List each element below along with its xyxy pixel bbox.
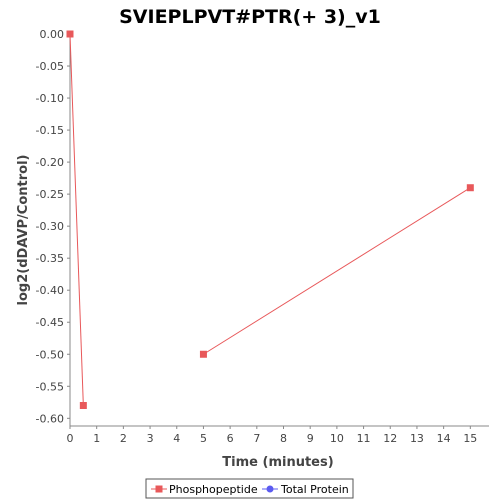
series-layer xyxy=(66,30,474,410)
y-tick-label: -0.40 xyxy=(36,284,64,297)
y-tick-label: -0.05 xyxy=(36,60,64,73)
legend-total-protein: Total Protein xyxy=(280,483,349,496)
x-tick-label: 14 xyxy=(437,432,451,445)
x-tick-label: 2 xyxy=(120,432,127,445)
legend-phosphopeptide: Phosphopeptide xyxy=(169,483,258,496)
y-tick-label: -0.45 xyxy=(36,316,64,329)
x-tick-label: 7 xyxy=(253,432,260,445)
y-tick-label: -0.10 xyxy=(36,92,64,105)
x-tick-label: 11 xyxy=(357,432,371,445)
legend-total-marker xyxy=(266,485,274,493)
x-tick-label: 0 xyxy=(67,432,74,445)
x-tick-label: 13 xyxy=(410,432,424,445)
x-tick-label: 8 xyxy=(280,432,287,445)
x-tick-label: 5 xyxy=(200,432,207,445)
data-point xyxy=(66,30,74,38)
x-tick-label: 3 xyxy=(147,432,154,445)
y-tick-label: -0.55 xyxy=(36,380,64,393)
y-tick-label: -0.15 xyxy=(36,124,64,137)
data-point xyxy=(466,184,474,192)
y-tick-label: -0.60 xyxy=(36,412,64,425)
y-axis-label: log2(dDAVP/Control) xyxy=(16,155,31,306)
x-axis: 0 1 2 3 4 5 6 7 8 9 10 11 12 13 14 15 xyxy=(67,425,489,445)
plot-area xyxy=(70,34,489,426)
x-tick-label: 15 xyxy=(463,432,477,445)
series-line xyxy=(203,187,471,355)
y-tick-label: 0.00 xyxy=(40,28,65,41)
y-tick-label: -0.20 xyxy=(36,156,64,169)
data-point xyxy=(79,402,87,410)
y-tick-label: -0.30 xyxy=(36,220,64,233)
x-tick-label: 4 xyxy=(173,432,180,445)
x-tick-label: 9 xyxy=(307,432,314,445)
data-point xyxy=(199,350,207,358)
chart-title: SVIEPLPVT#PTR(+ 3)_v1 xyxy=(119,6,381,28)
x-tick-label: 6 xyxy=(227,432,234,445)
x-axis-label: Time (minutes) xyxy=(222,455,333,470)
legend: Phosphopeptide Total Protein xyxy=(145,478,354,499)
legend-box xyxy=(145,478,354,499)
y-axis: 0.00 -0.05 -0.10 -0.15 -0.20 -0.25 -0.30 -0.35 -… xyxy=(36,28,71,426)
series-line xyxy=(69,33,84,406)
y-tick-label: -0.25 xyxy=(36,188,64,201)
y-tick-label: -0.35 xyxy=(36,252,64,265)
y-tick-label: -0.50 xyxy=(36,348,64,361)
x-tick-label: 12 xyxy=(383,432,397,445)
x-tick-label: 1 xyxy=(93,432,100,445)
legend-phospho-marker xyxy=(155,485,163,493)
x-tick-label: 10 xyxy=(330,432,344,445)
